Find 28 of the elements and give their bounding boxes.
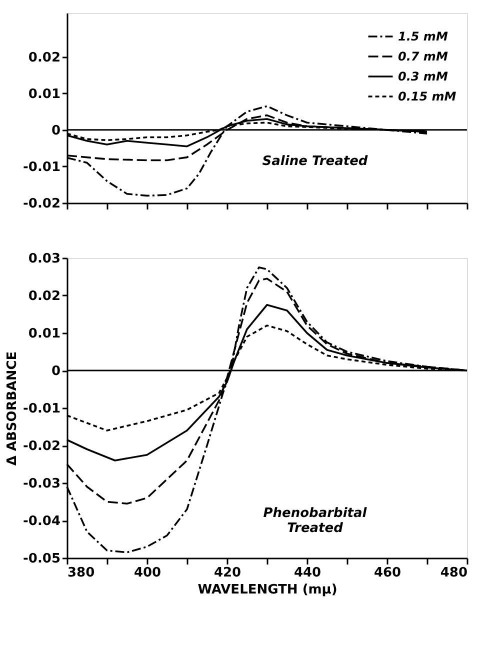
y-tick-label: 0.03 — [28, 252, 60, 266]
y-tick-label: -0.05 — [23, 552, 60, 566]
x-tick-label: 440 — [294, 566, 322, 580]
y-tick-label: -0.04 — [23, 514, 60, 529]
y-tick-label: -0.02 — [23, 196, 60, 212]
legend-label: 0.3 mM — [398, 70, 448, 84]
legend-label: 0.7 mM — [398, 50, 448, 64]
y-tick-label: 0.01 — [28, 326, 60, 342]
y-tick-label: 0 — [51, 123, 60, 138]
y-tick-label: 0.02 — [28, 50, 60, 66]
annotation: Phenobarbital Treated — [263, 506, 368, 536]
y-tick-label: -0.01 — [23, 160, 60, 175]
x-axis-title: WAVELENGTH (mµ) — [198, 582, 338, 598]
x-tick-label: 460 — [374, 566, 402, 580]
y-tick-label: -0.01 — [23, 402, 60, 416]
legend-label: 1.5 mM — [398, 30, 448, 44]
legend-label: 0.15 mM — [398, 90, 456, 104]
x-tick-label: 400 — [134, 566, 162, 580]
x-tick-label: 420 — [214, 566, 242, 580]
y-tick-label: -0.02 — [23, 439, 60, 454]
y-tick-label: -0.03 — [23, 476, 60, 492]
y-tick-label: 0 — [51, 364, 60, 379]
y-tick-label: 0.02 — [28, 289, 60, 304]
x-tick-label: 380 — [68, 566, 95, 580]
y-tick-label: 0.01 — [28, 86, 60, 102]
annotation: Saline Treated — [262, 154, 368, 170]
y-axis-title: Δ ABSORBANCE — [5, 351, 20, 466]
x-tick-label: 480 — [440, 566, 468, 580]
